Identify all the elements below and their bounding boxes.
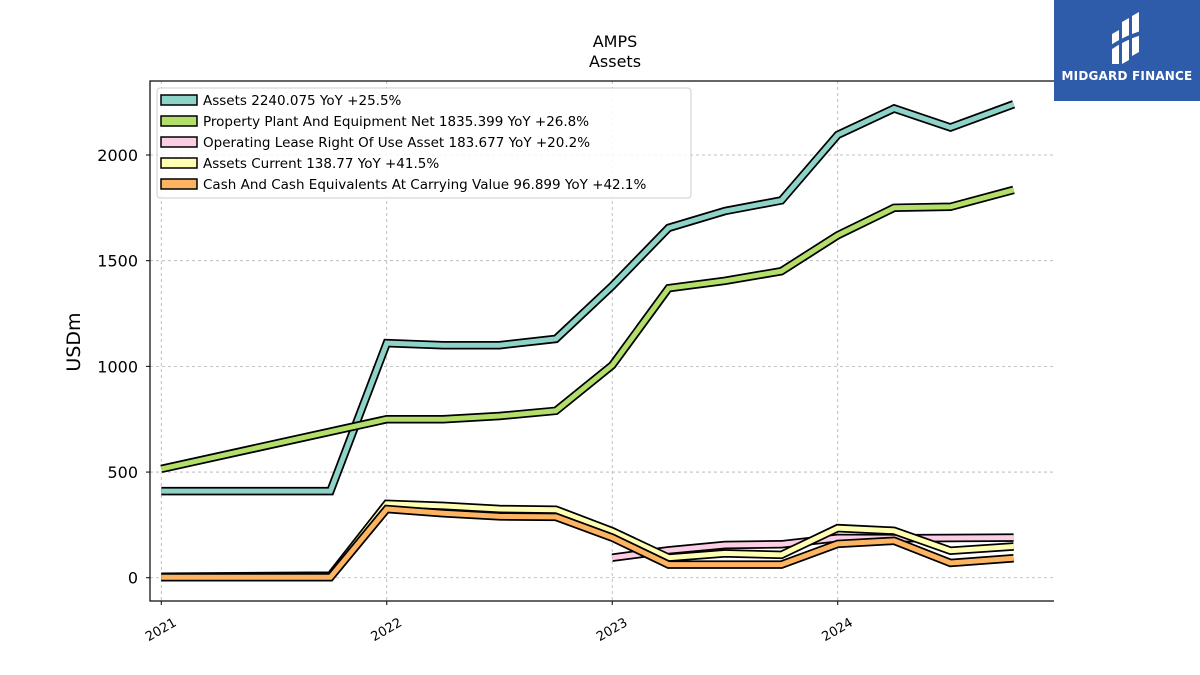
series-lines — [160, 100, 1016, 582]
axis-ticks: 0 500 1000 1500 2000 2021 2022 2023 2024 — [97, 146, 855, 645]
legend-swatch — [160, 94, 198, 106]
midgard-finance-logo: MIDGARD FINANCE — [1054, 0, 1200, 101]
x-tick-label: 2022 — [369, 615, 405, 645]
x-tick-label: 2021 — [143, 615, 179, 645]
logo-text: MIDGARD FINANCE — [1061, 69, 1193, 83]
series-line — [161, 506, 1014, 580]
legend-entry-label: Assets 2240.075 YoY +25.5% — [203, 93, 402, 109]
y-tick-label: 0 — [128, 569, 138, 588]
legend-entry-label: Cash And Cash Equivalents At Carrying Va… — [203, 177, 647, 193]
chart-title: AMPS — [593, 32, 638, 51]
series-line — [161, 501, 1014, 580]
midgard-logo-icon — [1108, 12, 1145, 64]
legend-box — [156, 87, 692, 199]
y-tick-label: 500 — [107, 463, 138, 482]
legend: Assets 2240.075 YoY +25.5% Property Plant… — [156, 87, 692, 199]
legend-entry-label: Assets Current 138.77 YoY +41.5% — [203, 156, 439, 172]
chart-subtitle: Assets — [589, 52, 641, 71]
y-tick-label: 1500 — [97, 252, 138, 271]
legend-entry-label: Operating Lease Right Of Use Asset 183.6… — [203, 135, 590, 151]
y-tick-label: 2000 — [97, 146, 138, 165]
series-line-outline — [160, 185, 1015, 474]
legend-swatch — [160, 178, 198, 190]
legend-swatch — [160, 157, 198, 169]
series-line — [161, 101, 1015, 494]
x-tick-label: 2024 — [820, 615, 856, 645]
line-chart: AMPS Assets USDm 0 500 1000 1500 2000 2021 202… — [63, 32, 1054, 645]
legend-entry-label: Property Plant And Equipment Net 1835.39… — [203, 114, 589, 130]
x-tick-label: 2023 — [594, 615, 630, 645]
plot-area-frame — [149, 80, 1054, 602]
legend-swatch — [160, 115, 198, 127]
legend-swatch — [160, 136, 198, 148]
series-line — [160, 187, 1015, 472]
y-axis-label: USDm — [63, 312, 85, 371]
y-tick-label: 1000 — [97, 357, 138, 376]
